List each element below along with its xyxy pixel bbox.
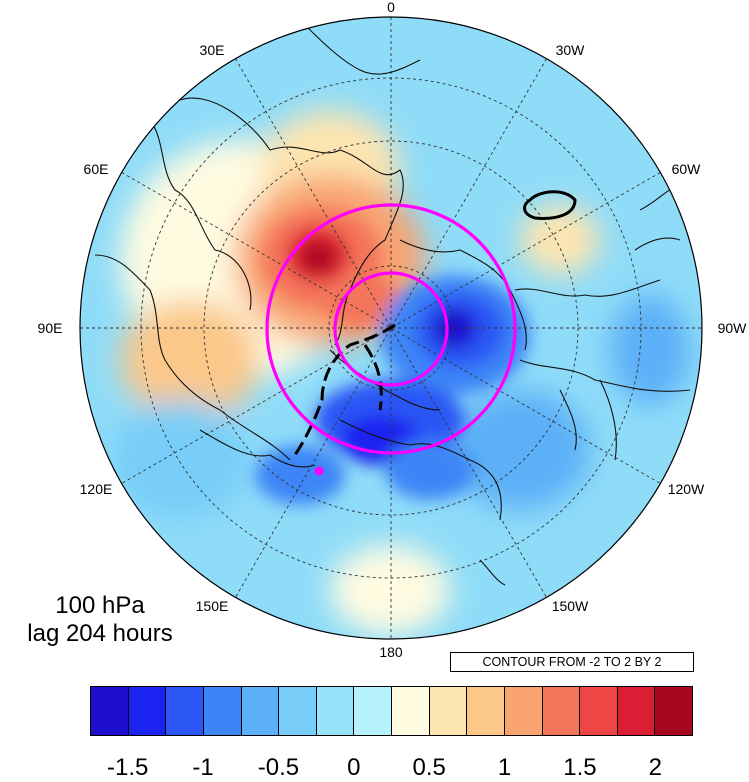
- map-boundary: [79, 16, 703, 640]
- lon-label-30e: 30E: [200, 42, 225, 58]
- colorbar-tick-label: 0.5: [412, 754, 446, 781]
- colorbar-segment: [617, 687, 656, 735]
- colorbar-segment: [429, 687, 468, 735]
- magenta-marker-dot: [314, 466, 324, 476]
- colorbar-segment: [279, 687, 317, 735]
- colorbar-tick-label: 0: [347, 754, 361, 781]
- colorbar-segment: [91, 687, 129, 735]
- inner-magenta-circle: [333, 271, 449, 387]
- colorbar-segment: [316, 687, 355, 735]
- lon-label-90w: 90W: [718, 320, 748, 336]
- colorbar-tick-label: 1.5: [563, 754, 597, 781]
- colorbar-segment: [166, 687, 204, 735]
- lag-title: lag 204 hours: [27, 620, 173, 647]
- colorbar-segment: [467, 687, 505, 735]
- shaded-field: [80, 17, 702, 639]
- colorbar-segment: [354, 687, 392, 735]
- lon-label-0: 0: [387, 0, 395, 15]
- lon-label-120w: 120W: [668, 481, 705, 497]
- colorbar-segment: [542, 687, 581, 735]
- lon-label-90e: 90E: [38, 320, 63, 336]
- magenta-circles: [265, 203, 517, 476]
- colorbar-segment: [241, 687, 280, 735]
- lon-label-120e: 120E: [80, 481, 113, 497]
- colorbar-segment: [203, 687, 242, 735]
- outer-magenta-circle: [265, 203, 517, 455]
- colorbar-tick-label: -1: [192, 754, 214, 781]
- lon-label-180: 180: [379, 644, 403, 660]
- lon-label-60w: 60W: [672, 161, 702, 177]
- colorbar: [90, 686, 693, 736]
- colorbar-tick-label: -1.5: [107, 754, 149, 781]
- colorbar-segment: [392, 687, 430, 735]
- colorbar-segment: [655, 687, 692, 735]
- colorbar-tick-label: 2: [648, 754, 662, 781]
- lon-label-60e: 60E: [84, 161, 109, 177]
- lon-label-150w: 150W: [552, 598, 589, 614]
- contour-info-box: CONTOUR FROM -2 TO 2 BY 2: [450, 652, 694, 672]
- colorbar-tick-label: 1: [497, 754, 512, 781]
- colorbar-segment: [504, 687, 543, 735]
- zero-contour-lines: [293, 190, 577, 456]
- colorbar-tick-label: -0.5: [257, 754, 300, 781]
- lon-label-150e: 150E: [196, 598, 229, 614]
- colorbar-segment: [128, 687, 167, 735]
- pressure-level-title: 100 hPa: [55, 592, 145, 619]
- lon-label-30w: 30W: [556, 42, 586, 58]
- colorbar-segment: [580, 687, 618, 735]
- longitude-labels: 0 30W 60W 90W 120W 150W 180 150E 120E 90…: [38, 0, 748, 660]
